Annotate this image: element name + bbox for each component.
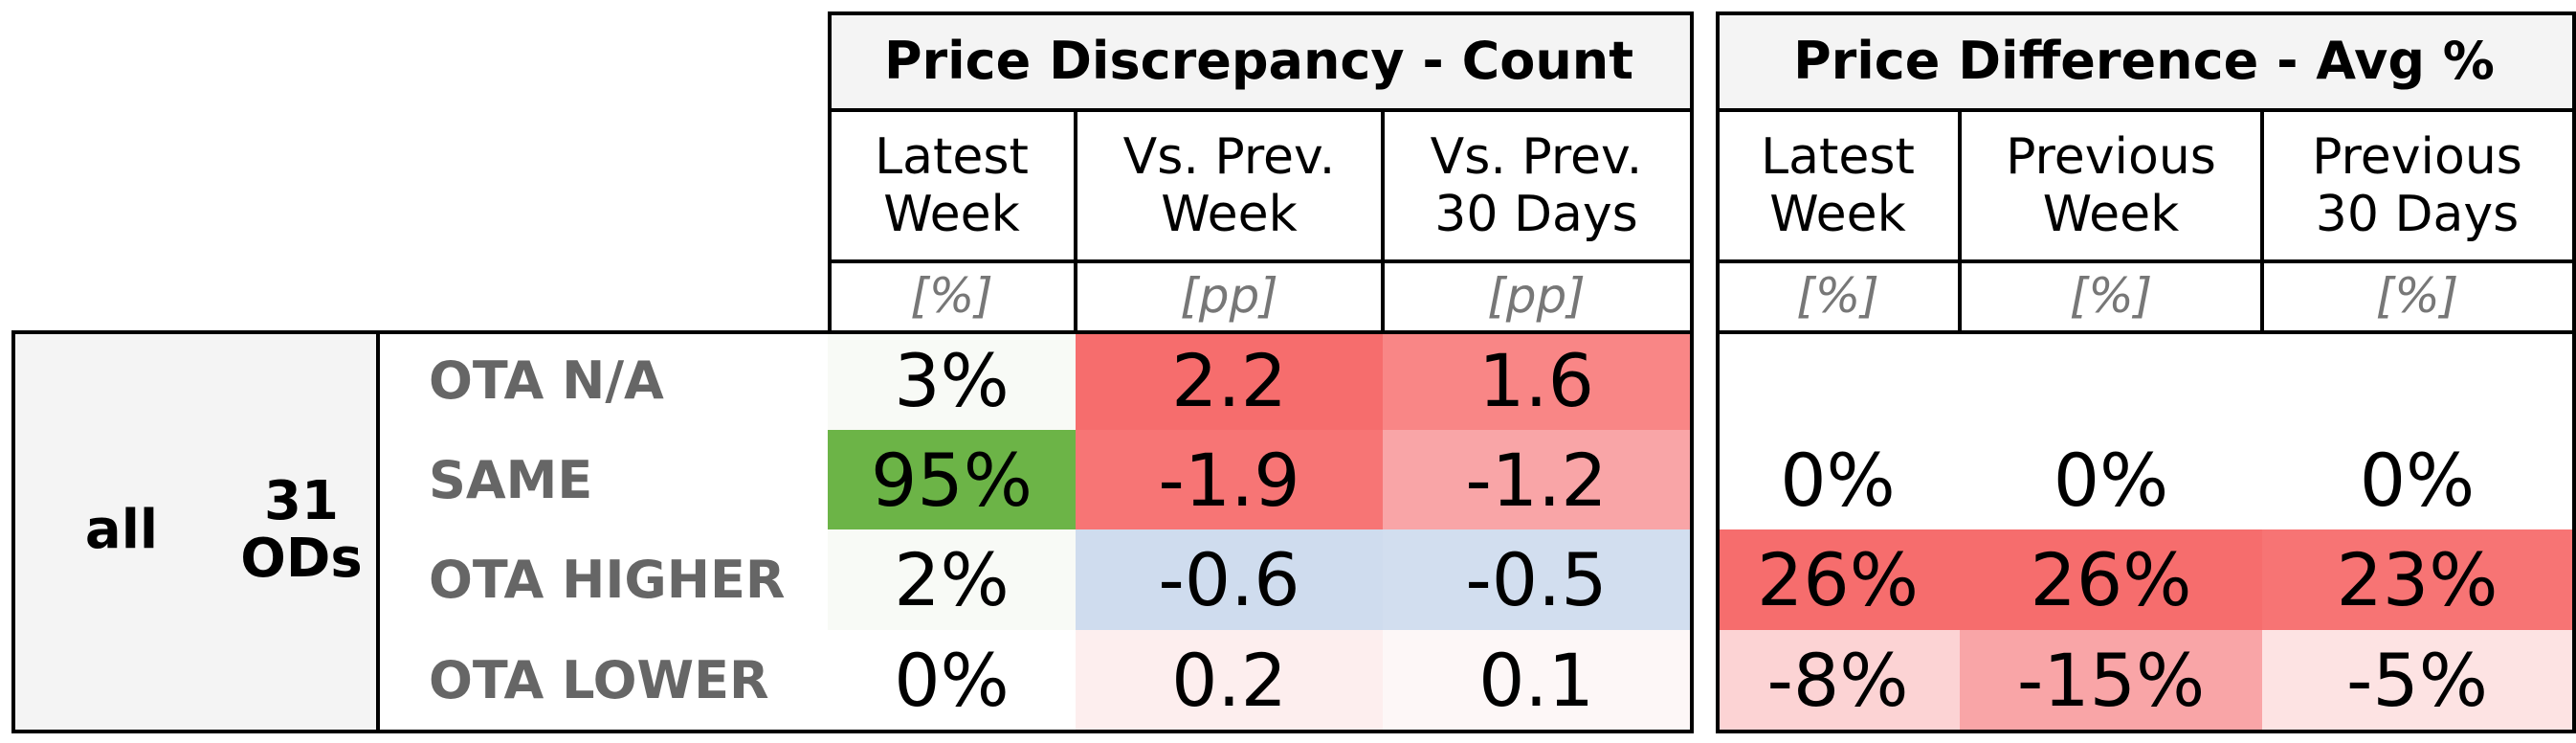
- data-cell: 2.2: [1076, 330, 1383, 430]
- data-cell: 0.1: [1383, 630, 1690, 730]
- data-cell: 0%: [1716, 430, 1960, 529]
- table-rule: [1716, 108, 2576, 112]
- data-cell: -0.6: [1076, 529, 1383, 630]
- column-header: Latest Week: [875, 128, 1029, 243]
- column-divider: [2260, 110, 2264, 330]
- label-divider: [376, 330, 380, 730]
- data-cell: 0%: [2262, 430, 2572, 529]
- data-cell: [2262, 330, 2572, 430]
- data-cell: 0.2: [1076, 630, 1383, 730]
- data-cell: 0%: [828, 630, 1076, 730]
- column-header: Latest Week: [1761, 128, 1915, 243]
- table-title: Price Discrepancy - Count: [828, 11, 1690, 110]
- column-header: Vs. Prev. 30 Days: [1430, 128, 1643, 243]
- column-divider: [1381, 110, 1385, 330]
- data-cell: [1716, 330, 1960, 430]
- table-rule: [828, 108, 1694, 112]
- data-cell: 2%: [828, 529, 1076, 630]
- data-cell: 1.6: [1383, 330, 1690, 430]
- data-cell: -0.5: [1383, 529, 1690, 630]
- table-rule: [1716, 259, 2576, 263]
- data-cell: -1.2: [1383, 430, 1690, 529]
- column-unit: [pp]: [1487, 268, 1586, 324]
- data-cell: 3%: [828, 330, 1076, 430]
- column-header: Previous 30 Days: [2312, 128, 2522, 243]
- row-label: SAME: [429, 449, 593, 510]
- column-unit: [%]: [2375, 268, 2459, 324]
- column-divider: [1074, 110, 1077, 330]
- column-unit: [%]: [2069, 268, 2153, 324]
- data-cell: -1.9: [1076, 430, 1383, 529]
- data-cell: -5%: [2262, 630, 2572, 730]
- column-unit: [%]: [910, 268, 993, 324]
- column-unit: [pp]: [1180, 268, 1278, 324]
- column-unit: [%]: [1796, 268, 1879, 324]
- row-label: OTA LOWER: [429, 649, 769, 710]
- group-label-count: 31 ODs: [240, 469, 363, 590]
- data-cell: 26%: [1960, 529, 2262, 630]
- row-label: OTA HIGHER: [429, 550, 786, 610]
- data-cell: -8%: [1716, 630, 1960, 730]
- data-cell: 26%: [1716, 529, 1960, 630]
- column-header: Previous Week: [2006, 128, 2216, 243]
- group-label-panel: [11, 330, 378, 730]
- table-title: Price Difference - Avg %: [1716, 11, 2572, 110]
- group-label-all: all: [84, 499, 159, 561]
- data-cell: 23%: [2262, 529, 2572, 630]
- row-label: OTA N/A: [429, 349, 664, 411]
- data-cell: -15%: [1960, 630, 2262, 730]
- table-rule: [828, 259, 1694, 263]
- data-cell: 95%: [828, 430, 1076, 529]
- column-divider: [1958, 110, 1962, 330]
- data-cell: 0%: [1960, 430, 2262, 529]
- data-cell: [1960, 330, 2262, 430]
- column-header: Vs. Prev. Week: [1122, 128, 1336, 243]
